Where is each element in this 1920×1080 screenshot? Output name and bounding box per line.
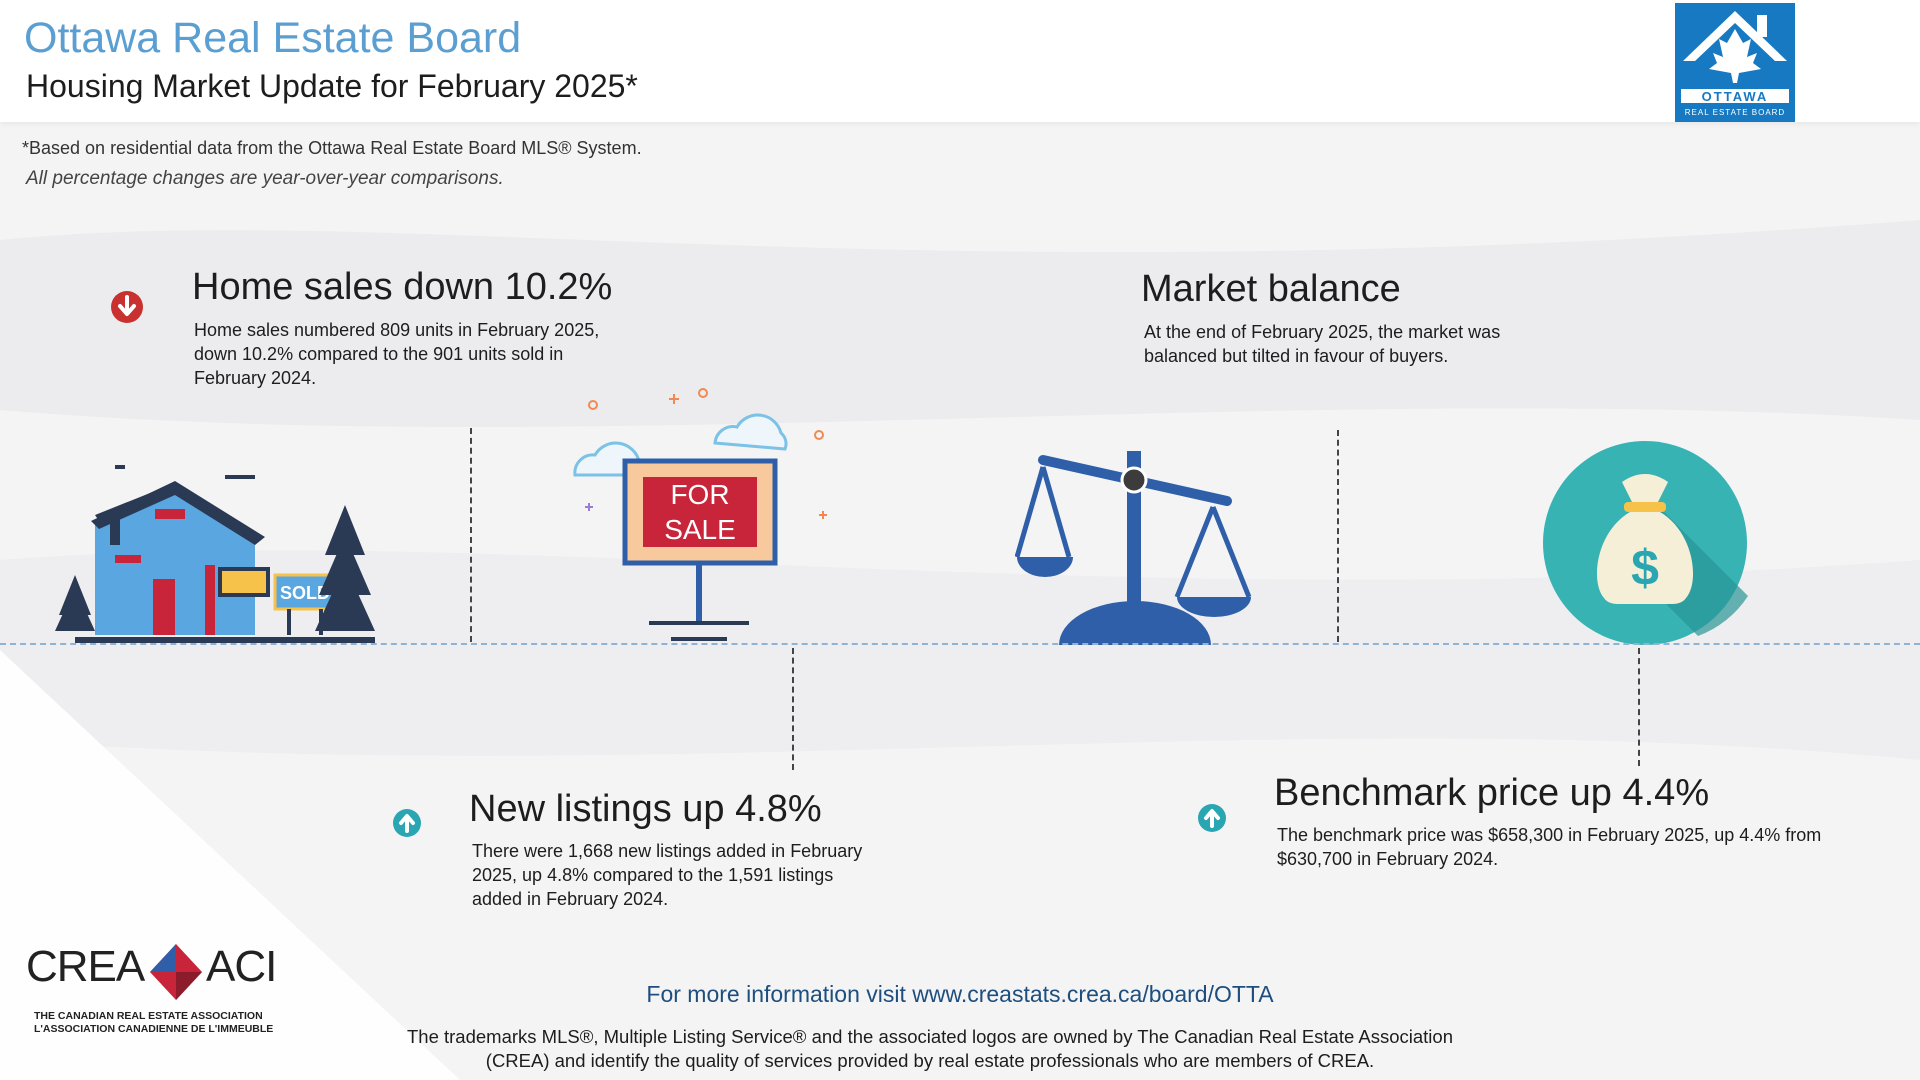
divider-line [1337,430,1339,642]
for-sale-line1: FOR [670,479,729,510]
up-arrow-icon [393,809,421,837]
down-arrow-icon [111,291,143,323]
crea-logo: CREA ACI THE CANADIAN REAL ESTATE ASSOCI… [22,940,292,1040]
up-arrow-icon [1198,804,1226,832]
crea-word-right: ACI [206,942,277,991]
logo-word: OTTAWA [1702,89,1769,104]
divider-line [470,428,472,642]
home-sales-body: Home sales numbered 809 units in Februar… [194,320,600,388]
home-sales-title: Home sales down 10.2% [192,266,613,308]
balance-scale-icon [1015,451,1252,645]
crea-tag-en: THE CANADIAN REAL ESTATE ASSOCIATION [34,1010,263,1022]
timeline-baseline [0,643,1920,645]
benchmark-body: The benchmark price was $658,300 in Febr… [1277,825,1822,869]
more-info-link[interactable]: For more information visit www.creastats… [646,981,1274,1007]
house-sold-icon: SOLD [55,465,375,643]
crea-word-left: CREA [26,942,145,991]
crea-tag-fr: L'ASSOCIATION CANADIENNE DE L'IMMEUBLE [34,1023,274,1035]
benchmark-title: Benchmark price up 4.4% [1274,772,1710,814]
for-sale-sign-icon: FOR SALE [573,388,827,641]
yoy-note: All percentage changes are year-over-yea… [26,168,504,189]
new-listings-title: New listings up 4.8% [469,788,822,830]
page-subtitle: Housing Market Update for February 2025* [26,68,638,104]
sold-sign-label: SOLD [280,583,330,603]
footnote-text: *Based on residential data from the Otta… [22,138,642,158]
market-balance-body: At the end of February 2025, the market … [1144,322,1501,366]
trademark-notice: The trademarks MLS®, Multiple Listing Se… [406,1026,1453,1071]
market-balance-title: Market balance [1141,268,1401,310]
logo-tag: REAL ESTATE BOARD [1685,108,1785,117]
money-bag-icon: $ [1543,441,1748,645]
page-title: Ottawa Real Estate Board [24,14,522,62]
house-maple-leaf-icon: OTTAWA REAL ESTATE BOARD [1681,11,1789,117]
new-listings-body: There were 1,668 new listings added in F… [472,841,863,909]
header-bar: Ottawa Real Estate Board Housing Market … [0,0,1920,122]
crea-diamond-icon [150,944,202,1000]
divider-line [792,648,794,770]
dollar-sign: $ [1631,540,1659,596]
divider-line [1638,648,1640,766]
for-sale-line2: SALE [664,514,736,545]
ottawa-board-logo: OTTAWA REAL ESTATE BOARD [1675,3,1795,122]
